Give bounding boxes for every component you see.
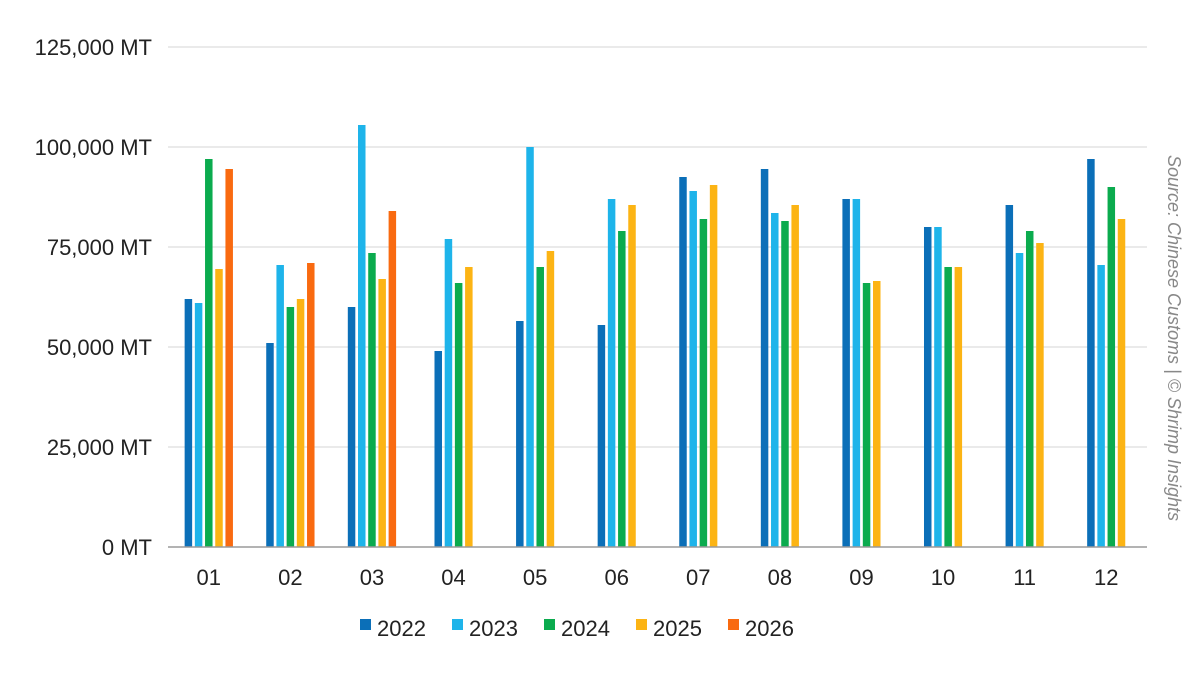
bar-2023-11 [1015,253,1024,547]
x-axis-ticks: 01 02 03 04 05 06 07 08 09 10 11 12 [197,565,1119,590]
bar-2023-06 [607,199,616,547]
bar-2022-03 [347,307,356,547]
bar-2025-08 [791,205,799,547]
bars [184,125,1126,547]
bar-2022-04 [434,351,442,547]
source-note: Source: Chinese Customs | © Shrimp Insig… [1164,155,1184,521]
bar-2022-02 [266,343,274,547]
bar-2023-05 [526,147,534,547]
bar-2023-07 [689,191,697,547]
bar-2023-09 [852,199,861,547]
legend-swatch-2023 [452,619,463,630]
bar-2026-02 [307,263,315,547]
bar-2025-06 [628,205,636,547]
x-tick-label: 01 [197,565,221,590]
bar-2022-08 [760,169,769,547]
bar-2022-09 [842,199,850,547]
bar-2024-11 [1025,231,1034,547]
bar-2023-02 [276,265,284,547]
x-tick-label: 06 [604,565,628,590]
bar-2023-01 [194,303,203,547]
bar-2022-11 [1005,205,1014,547]
bar-2022-07 [679,177,687,547]
bar-2023-12 [1097,265,1105,547]
legend-swatch-2026 [728,619,739,630]
legend-label-2024: 2024 [561,616,610,641]
bar-2025-01 [215,269,223,547]
bar-2025-10 [954,267,963,547]
bar-2025-02 [296,299,305,547]
x-tick-label: 11 [1013,565,1036,590]
y-tick-label: 100,000 MT [35,135,152,160]
bar-2024-09 [862,283,871,547]
bar-2024-05 [536,267,544,547]
legend-swatch-2024 [544,619,555,630]
bar-2024-02 [286,307,295,547]
bar-2025-11 [1036,243,1044,547]
bar-2022-05 [516,321,524,547]
bar-2024-10 [944,267,952,547]
bar-2026-03 [388,211,397,547]
legend-label-2023: 2023 [469,616,518,641]
y-tick-label: 125,000 MT [35,35,152,60]
bar-2025-07 [709,185,718,547]
bar-2022-12 [1087,159,1095,547]
bar-2025-03 [378,279,386,547]
y-tick-label: 25,000 MT [47,435,152,460]
legend: 2022 2023 2024 2025 2026 [360,616,794,641]
bar-2023-03 [358,125,366,547]
legend-label-2025: 2025 [653,616,702,641]
legend-swatch-2022 [360,619,371,630]
bar-2024-06 [618,231,626,547]
legend-label-2026: 2026 [745,616,794,641]
bar-2024-03 [368,253,376,547]
bar-2024-12 [1107,187,1116,547]
bar-2024-01 [205,159,213,547]
y-axis-ticks: 0 MT 25,000 MT 50,000 MT 75,000 MT 100,000 M… [35,35,152,560]
bar-2025-12 [1117,219,1126,547]
x-tick-label: 02 [278,565,302,590]
bar-2026-01 [225,169,233,547]
y-tick-label: 75,000 MT [47,235,152,260]
y-tick-label: 0 MT [102,535,152,560]
bar-2025-09 [873,281,881,547]
bar-2025-04 [465,267,473,547]
x-tick-label: 05 [523,565,547,590]
x-tick-label: 03 [360,565,384,590]
gridlines [168,46,1147,448]
bar-2022-10 [923,227,932,547]
x-tick-label: 07 [686,565,710,590]
bar-2024-07 [699,219,708,547]
bar-2023-08 [771,213,779,547]
legend-swatch-2025 [636,619,647,630]
x-tick-label: 10 [931,565,955,590]
x-tick-label: 08 [768,565,792,590]
y-tick-label: 50,000 MT [47,335,152,360]
x-tick-label: 04 [441,565,465,590]
bar-2022-01 [184,299,193,547]
bar-2022-06 [597,325,606,547]
bar-2023-10 [934,227,942,547]
x-tick-label: 09 [849,565,873,590]
legend-label-2022: 2022 [377,616,426,641]
bar-2023-04 [444,239,453,547]
bar-2024-08 [781,221,789,547]
x-tick-label: 12 [1094,565,1118,590]
bar-2024-04 [454,283,463,547]
bar-2025-05 [546,251,555,547]
